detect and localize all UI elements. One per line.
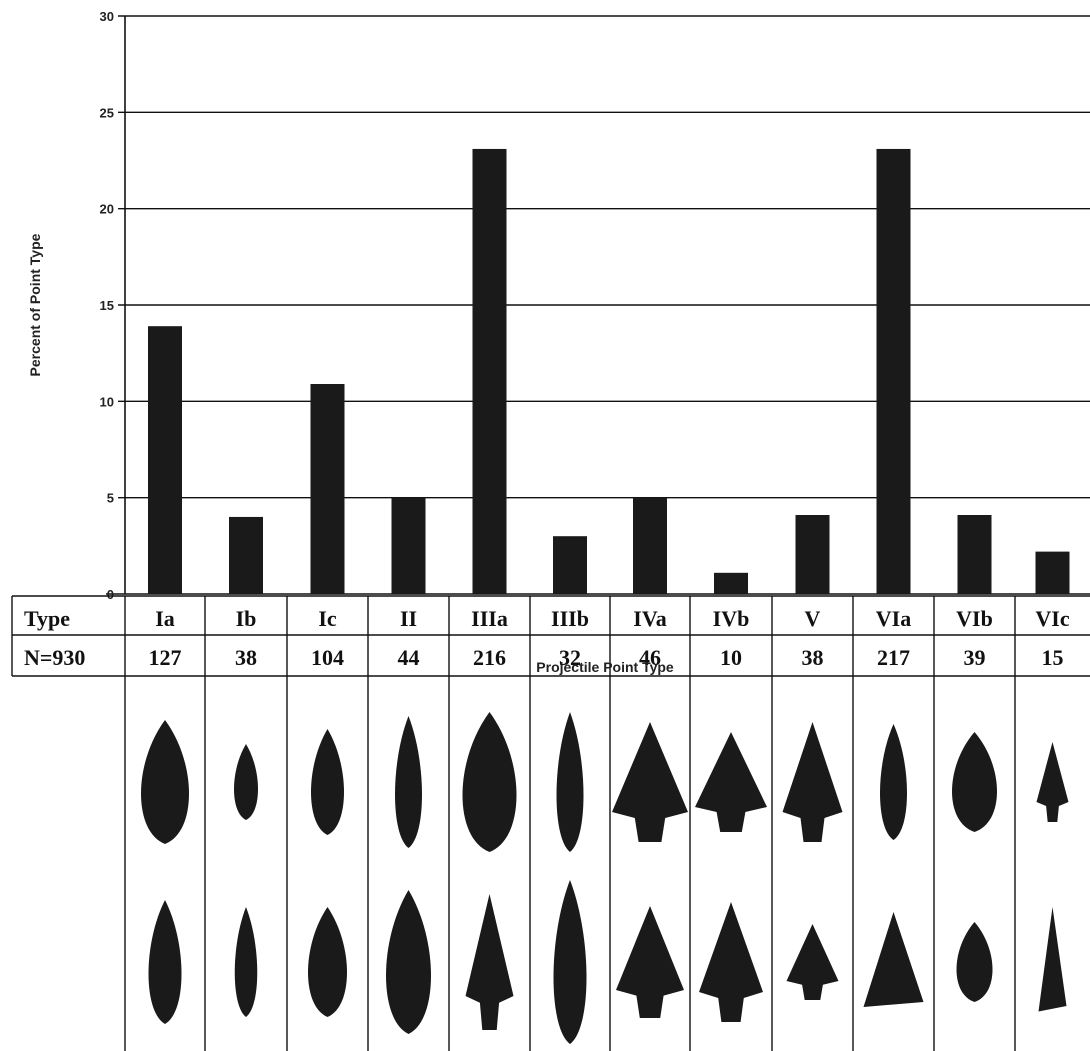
projectile-point-icon — [234, 907, 258, 1017]
projectile-point-icon — [395, 716, 422, 848]
projectile-point-icon — [880, 724, 907, 840]
projectile-point-icon — [699, 902, 763, 1022]
y-tick-label: 0 — [107, 587, 114, 602]
type-label: Ia — [155, 606, 175, 631]
bars — [148, 148, 1070, 594]
type-label: VIb — [956, 606, 993, 631]
count-header: N=930 — [24, 645, 85, 670]
count-value: 38 — [802, 645, 824, 670]
projectile-point-icon — [308, 907, 347, 1017]
y-axis-label: Percent of Point Type — [27, 233, 43, 376]
x-axis-label: Projectile Point Type — [536, 659, 674, 675]
count-value: 44 — [398, 645, 420, 670]
projectile-point-icon — [148, 900, 182, 1024]
projectile-point-icon — [1036, 742, 1069, 822]
type-label: IVb — [713, 606, 750, 631]
bar-VIb — [957, 515, 992, 594]
count-value: 39 — [964, 645, 986, 670]
type-label: IVa — [633, 606, 666, 631]
projectile-point-icon — [386, 890, 431, 1034]
projectile-point-icon — [952, 732, 997, 832]
projectile-point-icon — [695, 732, 767, 832]
projectile-point-icon — [782, 722, 843, 842]
type-label: VIc — [1035, 606, 1069, 631]
type-header: Type — [24, 606, 70, 631]
projectile-point-icon — [786, 924, 839, 1000]
type-label: VIa — [876, 606, 911, 631]
bar-Ia — [148, 326, 182, 594]
y-tick-label: 30 — [100, 9, 114, 24]
projectile-point-icon — [612, 722, 688, 842]
y-tick-label: 20 — [100, 202, 114, 217]
y-tick-label: 25 — [100, 105, 114, 120]
count-table: Type N=930 Ia 127 Ib 38 Ic 104 II 44 IIIa 216 IIIb 32… — [11, 595, 1090, 1051]
count-value: 216 — [473, 645, 506, 670]
count-value: 127 — [149, 645, 182, 670]
type-label: IIIa — [471, 606, 508, 631]
count-value: 15 — [1042, 645, 1064, 670]
y-tick-label: 10 — [100, 394, 114, 409]
bar-IIIa — [472, 148, 507, 594]
point-illustrations — [141, 712, 1069, 1044]
bar-IVb — [714, 572, 748, 594]
bar-VIc — [1035, 551, 1070, 594]
projectile-point-icon — [616, 906, 684, 1018]
count-value: 32 — [559, 645, 581, 670]
grid-lines — [106, 15, 1090, 595]
projectile-point-icon — [465, 894, 514, 1030]
y-tick-label: 15 — [100, 298, 114, 313]
count-value: 38 — [235, 645, 257, 670]
bar-IVa — [633, 497, 667, 594]
type-label: II — [400, 606, 417, 631]
type-label: V — [805, 606, 821, 631]
projectile-point-icon — [1038, 907, 1067, 1012]
type-label: Ic — [318, 606, 337, 631]
count-value: 217 — [877, 645, 910, 670]
count-value: 104 — [311, 645, 344, 670]
projectile-point-icon — [863, 912, 924, 1007]
projectile-point-icon — [556, 712, 584, 852]
y-tick-label: 5 — [107, 491, 114, 506]
y-axis-ticks: 0 5 10 15 20 25 30 — [100, 9, 114, 602]
count-value: 46 — [639, 645, 661, 670]
bar-VIa — [876, 148, 911, 594]
projectile-point-icon — [311, 729, 344, 835]
type-label: IIIb — [551, 606, 589, 631]
projectile-point-icon — [234, 744, 258, 820]
bar-V — [795, 515, 830, 594]
bar-IIIb — [553, 536, 587, 594]
projectile-point-icon — [141, 720, 189, 844]
bar-Ic — [310, 383, 345, 594]
projectile-point-icon — [462, 712, 517, 852]
type-label: Ib — [236, 606, 257, 631]
bar-II — [391, 497, 426, 594]
projectile-point-icon — [956, 922, 993, 1002]
count-value: 10 — [720, 645, 742, 670]
projectile-point-icon — [553, 880, 587, 1044]
bar-Ib — [229, 516, 263, 594]
